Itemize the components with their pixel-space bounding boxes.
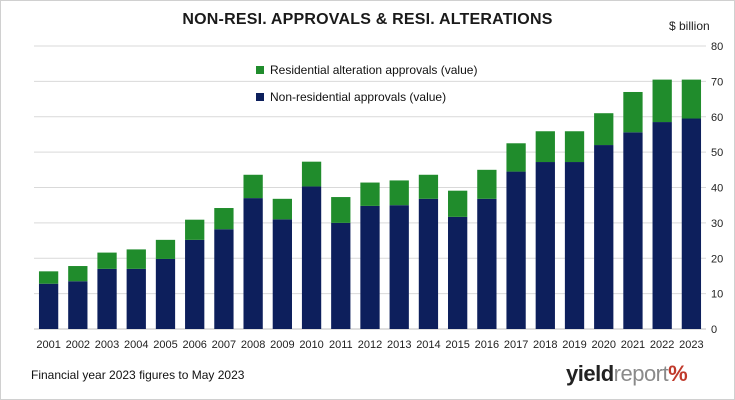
bar-non-residential bbox=[97, 268, 117, 329]
x-tick-label: 2008 bbox=[241, 339, 265, 351]
bar-residential-alterations bbox=[126, 249, 146, 269]
y-tick-label: 30 bbox=[711, 218, 723, 230]
x-tick-label: 2004 bbox=[124, 339, 148, 351]
bar-residential-alterations bbox=[652, 79, 672, 123]
y-tick-label: 80 bbox=[711, 41, 723, 53]
bar-residential-alterations bbox=[594, 113, 614, 146]
legend-item-residential-alterations: Residential alteration approvals (value) bbox=[256, 63, 477, 77]
bar-non-residential bbox=[535, 162, 555, 329]
bar-non-residential bbox=[185, 239, 205, 329]
y-axis-unit-label: $ billion bbox=[669, 19, 710, 33]
x-tick-label: 2012 bbox=[358, 339, 382, 351]
x-tick-label: 2016 bbox=[475, 339, 499, 351]
y-tick-label: 60 bbox=[711, 112, 723, 124]
legend-item-non-residential: Non-residential approvals (value) bbox=[256, 90, 446, 104]
x-tick-label: 2013 bbox=[387, 339, 411, 351]
x-tick-label: 2015 bbox=[445, 339, 469, 351]
bar-non-residential bbox=[331, 222, 351, 329]
bar-residential-alterations bbox=[564, 131, 585, 163]
bar-residential-alterations bbox=[448, 190, 468, 217]
bar-residential-alterations bbox=[535, 131, 555, 163]
bar-non-residential bbox=[272, 219, 292, 329]
y-tick-label: 10 bbox=[711, 289, 723, 301]
bar-residential-alterations bbox=[506, 143, 526, 172]
legend-swatch-residential-alterations bbox=[256, 66, 264, 74]
y-tick-label: 40 bbox=[711, 183, 723, 195]
x-tick-label: 2014 bbox=[416, 339, 440, 351]
bar-non-residential bbox=[68, 281, 88, 329]
y-tick-label: 70 bbox=[711, 76, 723, 88]
x-tick-label: 2017 bbox=[504, 339, 528, 351]
logo-word-yield: yield bbox=[566, 361, 614, 386]
bar-non-residential bbox=[623, 132, 643, 329]
x-tick-label: 2020 bbox=[591, 339, 615, 351]
bar-residential-alterations bbox=[272, 198, 292, 220]
x-tick-label: 2006 bbox=[182, 339, 206, 351]
bar-non-residential bbox=[652, 122, 672, 330]
x-tick-label: 2021 bbox=[621, 339, 645, 351]
x-tick-label: 2005 bbox=[153, 339, 177, 351]
bar-non-residential bbox=[448, 216, 468, 329]
bar-non-residential bbox=[38, 283, 59, 329]
bar-residential-alterations bbox=[301, 161, 322, 187]
logo-percent-symbol: % bbox=[668, 361, 688, 386]
x-tick-label: 2011 bbox=[329, 339, 353, 351]
legend-swatch-non-residential bbox=[256, 93, 264, 101]
bar-residential-alterations bbox=[185, 219, 205, 240]
bar-residential-alterations bbox=[38, 271, 59, 284]
x-tick-label: 2018 bbox=[533, 339, 557, 351]
logo-word-report: report bbox=[613, 361, 669, 386]
bar-non-residential bbox=[155, 258, 176, 329]
bar-non-residential bbox=[126, 268, 146, 329]
x-tick-label: 2007 bbox=[212, 339, 236, 351]
bar-non-residential bbox=[564, 162, 585, 329]
legend-label-non-residential: Non-residential approvals (value) bbox=[270, 90, 447, 104]
bar-non-residential bbox=[506, 171, 526, 329]
bar-non-residential bbox=[389, 205, 409, 329]
bar-residential-alterations bbox=[389, 180, 409, 206]
bar-residential-alterations bbox=[331, 197, 351, 223]
bar-residential-alterations bbox=[681, 79, 702, 119]
x-tick-label: 2019 bbox=[562, 339, 586, 351]
bar-residential-alterations bbox=[623, 91, 643, 133]
yieldreport-logo: yieldreport% bbox=[566, 361, 688, 387]
bar-non-residential bbox=[418, 198, 439, 329]
bar-residential-alterations bbox=[214, 208, 234, 230]
bar-non-residential bbox=[360, 205, 380, 329]
x-tick-label: 2023 bbox=[679, 339, 703, 351]
y-tick-label: 50 bbox=[711, 147, 723, 159]
x-tick-label: 2022 bbox=[650, 339, 674, 351]
bar-residential-alterations bbox=[360, 182, 380, 206]
bar-residential-alterations bbox=[68, 266, 88, 282]
x-tick-label: 2002 bbox=[66, 339, 90, 351]
footnote: Financial year 2023 figures to May 2023 bbox=[31, 368, 245, 382]
bar-non-residential bbox=[681, 118, 702, 329]
bar-non-residential bbox=[214, 229, 234, 329]
bar-residential-alterations bbox=[477, 169, 497, 199]
bar-residential-alterations bbox=[97, 252, 117, 269]
y-tick-label: 0 bbox=[711, 324, 717, 336]
x-tick-label: 2001 bbox=[36, 339, 60, 351]
bar-residential-alterations bbox=[155, 239, 176, 259]
bar-non-residential bbox=[594, 145, 614, 329]
bar-non-residential bbox=[243, 198, 263, 329]
x-tick-label: 2003 bbox=[95, 339, 119, 351]
bar-non-residential bbox=[477, 198, 497, 329]
x-tick-label: 2009 bbox=[270, 339, 294, 351]
y-tick-label: 20 bbox=[711, 253, 723, 265]
x-tick-label: 2010 bbox=[299, 339, 323, 351]
bar-residential-alterations bbox=[418, 174, 439, 199]
bar-non-residential bbox=[301, 186, 322, 329]
legend-label-residential-alterations: Residential alteration approvals (value) bbox=[270, 63, 478, 77]
chart-title: NON-RESI. APPROVALS & RESI. ALTERATIONS bbox=[182, 11, 553, 28]
bar-residential-alterations bbox=[243, 174, 263, 199]
